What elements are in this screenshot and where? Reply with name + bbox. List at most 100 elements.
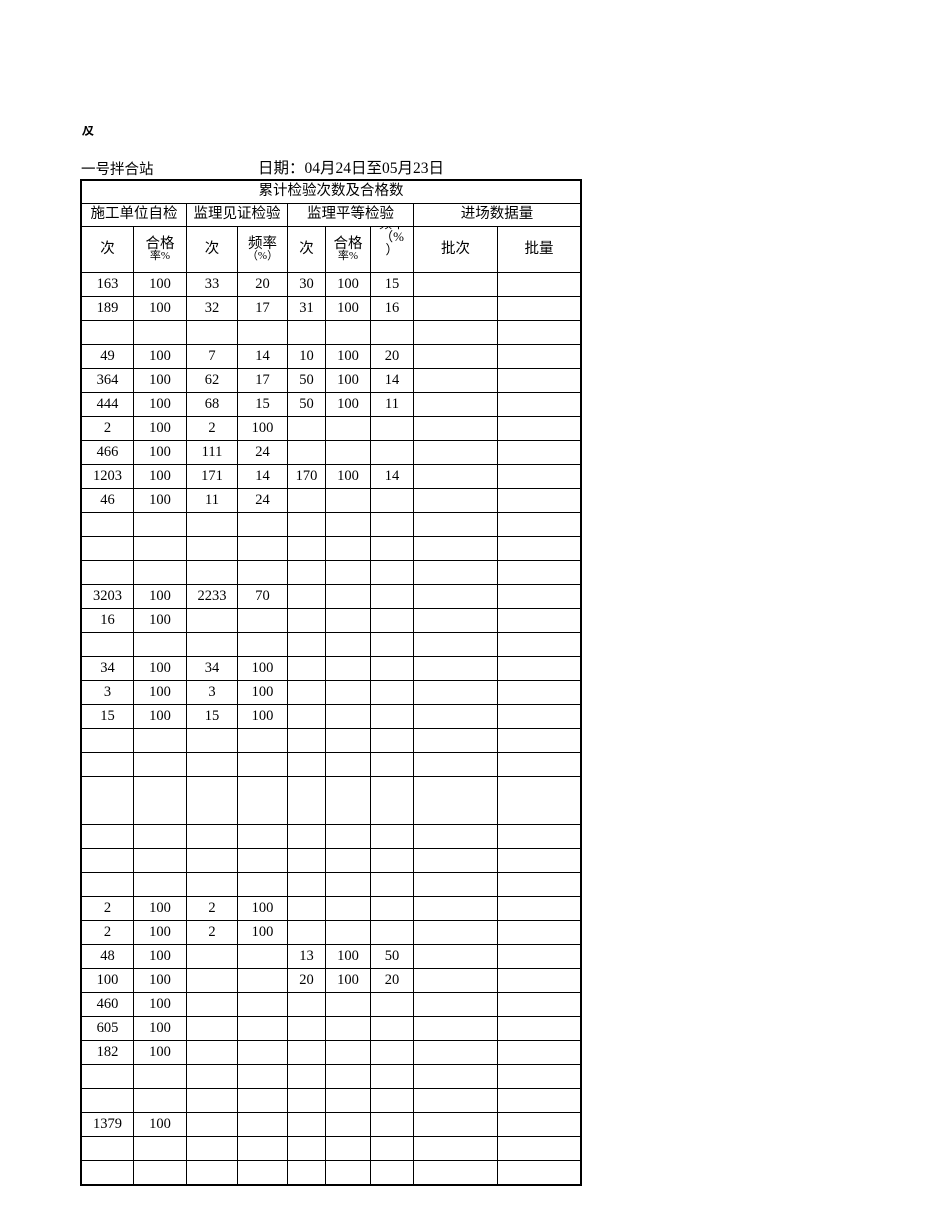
table-cell[interactable] (133, 1136, 187, 1161)
table-cell[interactable]: 100 (133, 416, 187, 441)
table-cell[interactable] (287, 608, 326, 633)
table-cell[interactable] (413, 560, 498, 585)
table-cell[interactable]: 7 (186, 344, 238, 369)
table-cell[interactable] (133, 632, 187, 657)
table-cell[interactable]: 17 (237, 368, 288, 393)
table-cell[interactable] (287, 560, 326, 585)
table-cell[interactable]: 100 (133, 968, 187, 993)
table-cell[interactable]: 100 (81, 968, 134, 993)
table-cell[interactable]: 100 (325, 272, 371, 297)
table-cell[interactable]: 50 (287, 392, 326, 417)
table-cell[interactable] (237, 512, 288, 537)
table-cell[interactable] (81, 536, 134, 561)
table-cell[interactable] (237, 1016, 288, 1041)
table-cell[interactable]: 15 (186, 704, 238, 729)
table-cell[interactable]: 34 (81, 656, 134, 681)
table-cell[interactable] (237, 536, 288, 561)
table-cell[interactable] (186, 320, 238, 345)
table-cell[interactable] (325, 824, 371, 849)
table-cell[interactable] (81, 1136, 134, 1161)
table-cell[interactable] (133, 1160, 187, 1185)
table-cell[interactable]: 100 (237, 656, 288, 681)
table-cell[interactable] (370, 1040, 414, 1065)
table-cell[interactable] (413, 320, 498, 345)
table-cell[interactable] (186, 536, 238, 561)
table-cell[interactable] (287, 632, 326, 657)
table-cell[interactable]: 2 (186, 896, 238, 921)
table-cell[interactable] (325, 536, 371, 561)
table-cell[interactable] (496, 560, 582, 585)
table-cell[interactable]: 100 (133, 704, 187, 729)
table-cell[interactable] (496, 968, 582, 993)
table-cell[interactable] (237, 608, 288, 633)
table-cell[interactable]: 15 (237, 392, 288, 417)
table-cell[interactable]: 100 (133, 656, 187, 681)
table-cell[interactable]: 34 (186, 656, 238, 681)
table-cell[interactable] (237, 848, 288, 873)
table-cell[interactable]: 13 (287, 944, 326, 969)
table-cell[interactable]: 171 (186, 464, 238, 489)
table-cell[interactable] (325, 440, 371, 465)
table-cell[interactable]: 100 (133, 992, 187, 1017)
table-cell[interactable] (133, 752, 187, 777)
table-cell[interactable] (370, 920, 414, 945)
table-cell[interactable] (287, 1112, 326, 1137)
table-cell[interactable] (325, 416, 371, 441)
table-cell[interactable] (496, 1040, 582, 1065)
table-cell[interactable] (496, 632, 582, 657)
table-cell[interactable] (496, 608, 582, 633)
table-cell[interactable] (496, 656, 582, 681)
table-cell[interactable] (133, 776, 187, 825)
table-cell[interactable]: 3 (186, 680, 238, 705)
table-cell[interactable] (370, 560, 414, 585)
table-cell[interactable] (287, 488, 326, 513)
table-cell[interactable]: 100 (133, 296, 187, 321)
table-cell[interactable] (413, 512, 498, 537)
table-cell[interactable]: 100 (325, 368, 371, 393)
table-cell[interactable]: 100 (237, 704, 288, 729)
table-cell[interactable]: 49 (81, 344, 134, 369)
table-cell[interactable] (413, 968, 498, 993)
table-cell[interactable]: 24 (237, 440, 288, 465)
table-cell[interactable] (186, 944, 238, 969)
table-cell[interactable] (186, 824, 238, 849)
table-cell[interactable] (237, 728, 288, 753)
table-cell[interactable] (413, 296, 498, 321)
table-cell[interactable] (81, 1160, 134, 1185)
table-cell[interactable]: 100 (133, 464, 187, 489)
table-cell[interactable] (287, 680, 326, 705)
table-cell[interactable]: 17 (237, 296, 288, 321)
table-cell[interactable] (413, 1136, 498, 1161)
table-cell[interactable] (287, 704, 326, 729)
table-cell[interactable] (370, 1088, 414, 1113)
table-cell[interactable]: 100 (133, 584, 187, 609)
table-cell[interactable] (325, 992, 371, 1017)
table-cell[interactable] (287, 512, 326, 537)
table-cell[interactable] (287, 920, 326, 945)
table-cell[interactable] (496, 728, 582, 753)
table-cell[interactable] (186, 512, 238, 537)
table-cell[interactable] (186, 992, 238, 1017)
table-cell[interactable] (413, 1112, 498, 1137)
table-cell[interactable]: 16 (370, 296, 414, 321)
table-cell[interactable] (325, 632, 371, 657)
table-cell[interactable] (237, 872, 288, 897)
table-cell[interactable]: 50 (287, 368, 326, 393)
table-cell[interactable] (186, 608, 238, 633)
table-cell[interactable] (370, 632, 414, 657)
table-cell[interactable] (287, 656, 326, 681)
table-cell[interactable] (413, 1040, 498, 1065)
table-cell[interactable] (496, 416, 582, 441)
table-cell[interactable] (413, 1064, 498, 1089)
table-cell[interactable] (413, 752, 498, 777)
table-cell[interactable] (287, 728, 326, 753)
table-cell[interactable]: 48 (81, 944, 134, 969)
table-cell[interactable]: 100 (325, 464, 371, 489)
table-cell[interactable]: 15 (370, 272, 414, 297)
table-cell[interactable] (370, 1016, 414, 1041)
table-cell[interactable] (133, 536, 187, 561)
table-cell[interactable] (186, 776, 238, 825)
table-cell[interactable] (325, 560, 371, 585)
table-cell[interactable] (496, 1016, 582, 1041)
table-cell[interactable] (413, 680, 498, 705)
